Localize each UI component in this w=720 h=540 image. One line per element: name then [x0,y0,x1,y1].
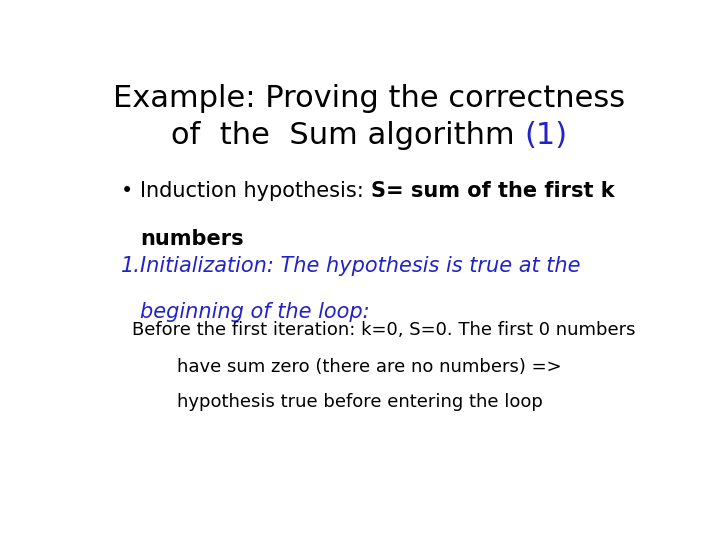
Text: Initialization: The hypothesis is true at the: Initialization: The hypothesis is true a… [140,256,581,276]
Text: (1): (1) [524,121,567,150]
Text: hypothesis true before entering the loop: hypothesis true before entering the loop [154,393,543,411]
Text: Induction hypothesis:: Induction hypothesis: [140,181,371,201]
Text: have sum zero (there are no numbers) =>: have sum zero (there are no numbers) => [154,358,562,376]
Text: numbers: numbers [140,229,244,249]
Text: beginning of the loop:: beginning of the loop: [140,302,370,322]
Text: S= sum of the first k: S= sum of the first k [371,181,614,201]
Text: Before the first iteration: k=0, S=0. The first 0 numbers: Before the first iteration: k=0, S=0. Th… [132,321,635,339]
Text: •: • [121,181,133,201]
Text: 1.: 1. [121,256,140,276]
Text: of  the  Sum algorithm: of the Sum algorithm [171,121,524,150]
Text: Example: Proving the correctness: Example: Proving the correctness [113,84,625,112]
